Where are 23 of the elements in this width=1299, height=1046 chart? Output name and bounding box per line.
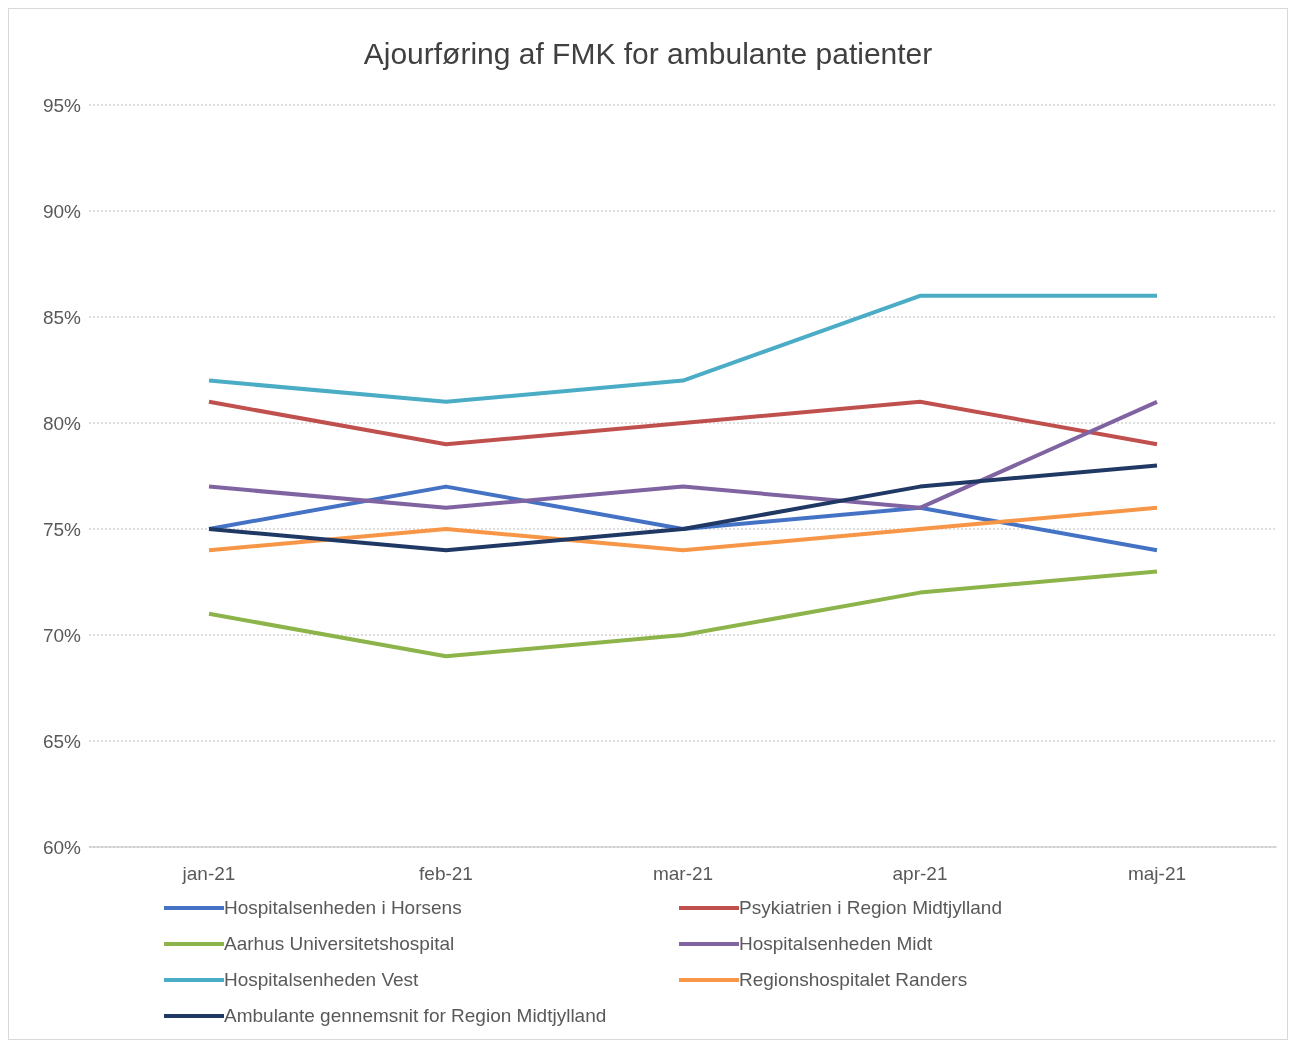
y-tick-label: 85% bbox=[42, 306, 82, 328]
x-tick-label: jan-21 bbox=[181, 863, 236, 885]
line-series bbox=[207, 569, 1159, 659]
legend-label: Hospitalsenheden Vest bbox=[224, 969, 419, 991]
y-tick-label: 65% bbox=[42, 730, 82, 752]
x-tick-label: mar-21 bbox=[652, 863, 714, 885]
x-tick-label: maj-21 bbox=[1127, 863, 1187, 885]
legend-label: Hospitalsenheden Midt bbox=[739, 933, 933, 955]
x-tick-label: feb-21 bbox=[419, 863, 473, 885]
y-tick-label: 90% bbox=[42, 200, 82, 222]
legend-label: Psykiatrien i Region Midtjylland bbox=[739, 897, 1002, 919]
legend-label: Regionshospitalet Randers bbox=[739, 969, 968, 991]
y-tick-label: 80% bbox=[42, 412, 82, 434]
legend-label: Ambulante gennemsnit for Region Midtjylland bbox=[224, 1005, 607, 1027]
chart-title: Ajourføring af FMK for ambulante patienter bbox=[362, 37, 934, 72]
y-tick-label: 75% bbox=[42, 518, 82, 540]
x-tick-label: apr-21 bbox=[892, 863, 948, 885]
y-tick-label: 70% bbox=[42, 624, 82, 646]
legend-label: Hospitalsenheden i Horsens bbox=[224, 897, 462, 919]
line-series bbox=[207, 463, 1159, 553]
y-tick-label: 95% bbox=[42, 94, 82, 116]
y-tick-label: 60% bbox=[42, 836, 82, 858]
legend-label: Aarhus Universitetshospital bbox=[224, 933, 455, 955]
